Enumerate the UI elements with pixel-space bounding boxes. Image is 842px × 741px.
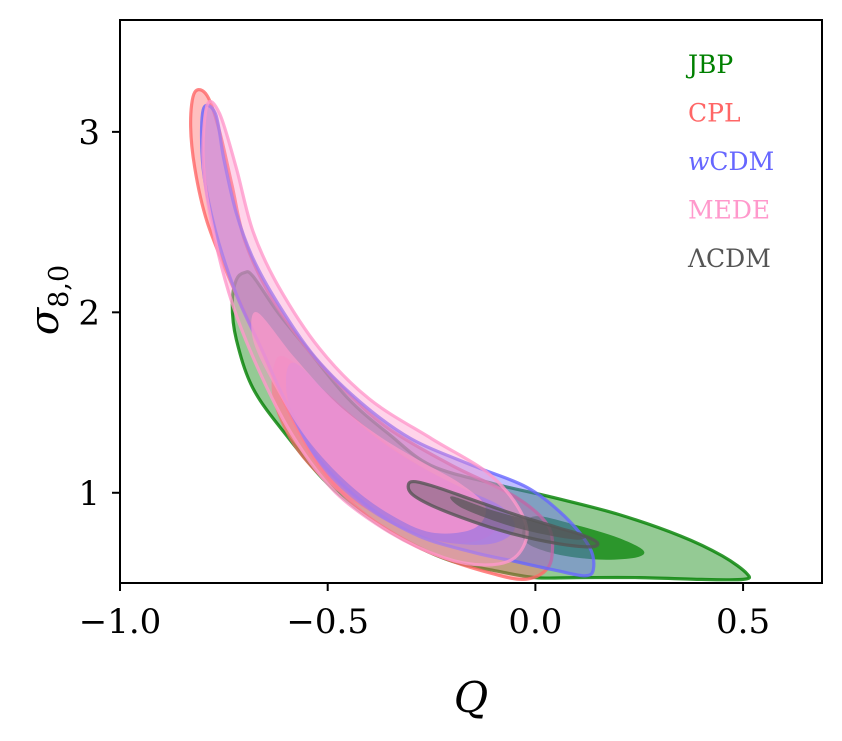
contour-layer (188, 88, 752, 582)
legend: JBP CPL wCDM MEDE ΛCDM (685, 50, 774, 273)
contour-inner-mede (251, 311, 486, 534)
plot-frame (119, 19, 823, 584)
legend-entry-mede: MEDE (688, 196, 770, 225)
series-mede (201, 99, 529, 567)
y-tick-label: 1 (78, 474, 100, 514)
legend-entry-cdm: ΛCDM (687, 244, 771, 273)
legend-entry-wcdm: wCDM (688, 147, 774, 176)
x-tick-label: 0.0 (508, 602, 562, 642)
series-cdm (406, 479, 600, 549)
contour-inner-cdm (450, 496, 586, 540)
legend-entry-jbp: JBP (685, 50, 733, 79)
x-axis: −1.0 −0.5 0.0 0.5 (79, 583, 770, 642)
y-axis: 1 2 3 (78, 113, 120, 514)
y-tick-label: 3 (78, 113, 100, 153)
y-tick-label: 2 (78, 293, 100, 333)
contour-outer-mede (201, 99, 529, 567)
legend-entry-cpl: CPL (688, 99, 741, 128)
x-tick-label: 0.5 (716, 602, 770, 642)
y-axis-label: σ8,0 (22, 265, 75, 335)
x-axis-label: Q (454, 673, 488, 722)
x-tick-label: −0.5 (286, 602, 369, 642)
x-tick-label: −1.0 (79, 602, 162, 642)
